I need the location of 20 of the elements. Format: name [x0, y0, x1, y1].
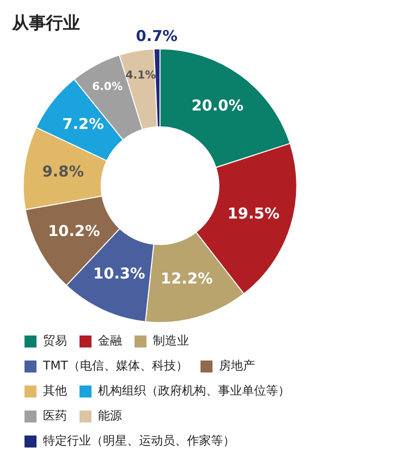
legend-label: 特定行业（明星、运动员、作家等） — [43, 434, 235, 448]
data-label: 10.2% — [48, 222, 100, 240]
data-label: 20.0% — [191, 96, 244, 114]
legend-label: 医药 — [43, 408, 67, 423]
data-label: 9.8% — [42, 162, 84, 181]
data-label: 0.7% — [136, 26, 178, 45]
legend-label: TMT（电信、媒体、科技） — [42, 358, 188, 373]
data-label: 12.2% — [160, 270, 213, 288]
legend-label: 其他 — [43, 384, 67, 398]
legend-label: 贸易 — [43, 334, 67, 348]
legend-label: 金融 — [98, 334, 122, 348]
data-label: 7.2% — [62, 115, 104, 134]
data-label: 19.5% — [227, 204, 280, 222]
data-label: 6.0% — [92, 80, 123, 93]
legend-label: 制造业 — [153, 334, 189, 348]
legend-label: 房地产 — [219, 358, 256, 373]
legend-label: 能源 — [98, 408, 122, 423]
data-label: 10.3% — [93, 264, 146, 282]
legend-label: 机构组织（政府机构、事业单位等） — [98, 384, 290, 398]
chart-title: 从事行业 — [11, 14, 80, 34]
